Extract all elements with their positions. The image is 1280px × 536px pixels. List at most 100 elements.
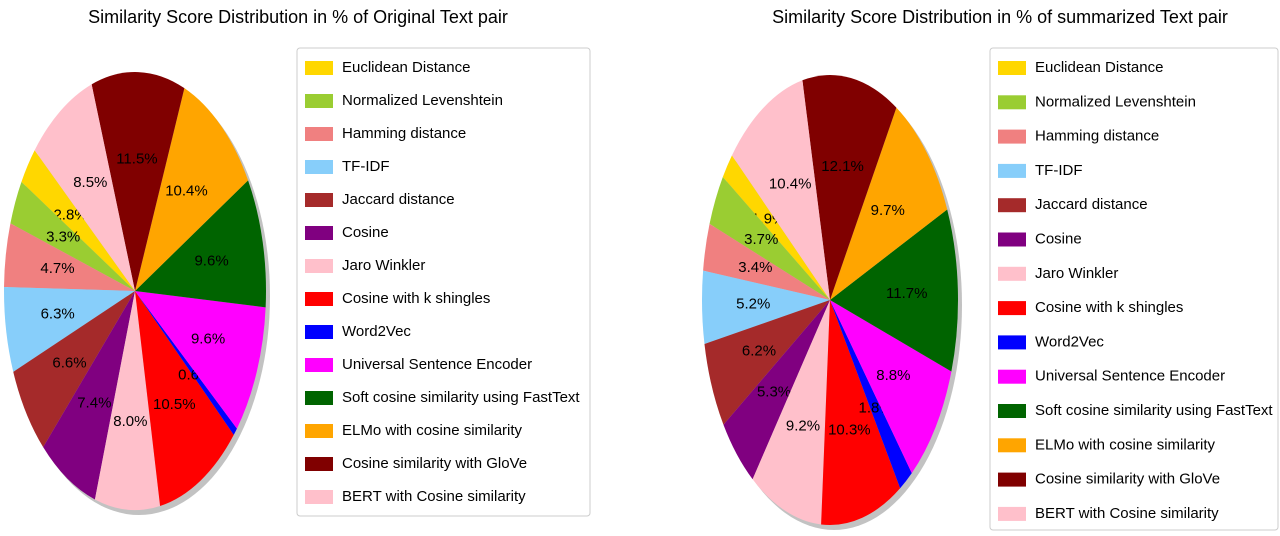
chart-title: Similarity Score Distribution in % of Or… (88, 7, 508, 27)
legend-swatch (305, 61, 333, 75)
slice-label: 8.5% (73, 174, 107, 191)
chart-title: Similarity Score Distribution in % of su… (772, 7, 1228, 27)
slice-label: 6.2% (742, 343, 776, 360)
pie-slice (723, 300, 830, 480)
legend-swatch (998, 163, 1026, 178)
pie-slice (709, 176, 830, 300)
legend-label: ELMo with cosine similarity (342, 422, 523, 439)
legend-label: TF-IDF (1035, 162, 1082, 179)
legend-swatch (998, 198, 1026, 213)
slice-label: 12.1% (821, 158, 864, 175)
pie-slice (4, 223, 135, 291)
pie-slice (830, 300, 952, 474)
legend-swatch (305, 424, 333, 438)
legend-label: Cosine similarity with GloVe (342, 455, 527, 472)
legend-swatch (305, 457, 333, 471)
legend-swatch (305, 292, 333, 306)
pie-slice (752, 300, 830, 525)
legend-label: Normalized Levenshtein (342, 92, 503, 109)
legend-label: Jaccard distance (342, 191, 455, 208)
legend-label: Word2Vec (1035, 333, 1104, 350)
pie-slice (830, 107, 948, 301)
slice-label: 3.7% (744, 231, 778, 248)
pie-slice (704, 300, 830, 425)
slice-label: 3.3% (46, 229, 80, 246)
legend-label: TF-IDF (342, 158, 389, 175)
legend-swatch (998, 506, 1026, 521)
slice-label: 5.3% (757, 383, 791, 400)
pie-slice (703, 223, 830, 300)
legend-swatch (305, 160, 333, 174)
legend-label: Cosine with k shingles (342, 290, 490, 307)
pie-slice (830, 300, 912, 489)
legend-swatch (998, 369, 1026, 384)
legend-label: Euclidean Distance (1035, 59, 1163, 76)
legend-box (989, 47, 1279, 531)
pie-slice (135, 291, 234, 506)
legend-swatch (305, 127, 333, 141)
legend-swatch (998, 301, 1026, 316)
pie-slice (830, 209, 958, 372)
slice-label: 10.5% (153, 396, 196, 413)
slice-label: 8.8% (876, 367, 910, 384)
legend-swatch (998, 438, 1026, 453)
slice-label: 9.7% (871, 202, 905, 219)
slice-label: 11.7% (886, 285, 927, 302)
slice-label: 9.6% (194, 252, 228, 269)
legend-label: BERT with Cosine similarity (1035, 505, 1219, 522)
pie-slice (821, 300, 901, 525)
slice-label: 9.2% (786, 417, 820, 434)
legend-label: Jaro Winkler (1035, 265, 1118, 282)
legend-swatch (305, 358, 333, 372)
slice-label: 9.6% (191, 330, 225, 347)
legend-swatch (305, 259, 333, 273)
pie-slice (731, 80, 830, 301)
pie-slice (802, 75, 897, 301)
legend-swatch (998, 472, 1026, 487)
legend-label: Word2Vec (342, 323, 411, 340)
slice-label: 7.4% (77, 394, 111, 411)
legend-swatch (305, 226, 333, 240)
legend-label: Universal Sentence Encoder (1035, 368, 1225, 385)
slice-label: 3.4% (738, 259, 772, 276)
slice-label: 11.5% (116, 151, 157, 168)
legend-label: Cosine with k shingles (1035, 299, 1183, 316)
legend-swatch (305, 490, 333, 504)
slice-label: 10.4% (165, 183, 208, 200)
legend-label: ELMo with cosine similarity (1035, 436, 1216, 453)
slice-label: 4.7% (40, 260, 74, 277)
legend-swatch (998, 61, 1026, 75)
pie-slice (722, 155, 830, 300)
slice-label: 6.6% (52, 355, 86, 372)
legend-label: Cosine (342, 224, 389, 241)
pie-slice (135, 180, 266, 308)
legend-swatch (998, 404, 1026, 418)
slice-label: 10.3% (828, 422, 871, 439)
legend-swatch (305, 94, 333, 108)
pie-slice (135, 291, 266, 429)
legend-label: Cosine similarity with GloVe (1035, 471, 1220, 488)
legend-label: Euclidean Distance (342, 59, 470, 76)
slice-label: 8.0% (113, 413, 147, 430)
legend-swatch (305, 193, 333, 207)
legend-swatch (998, 129, 1026, 144)
legend-swatch (305, 391, 333, 405)
legend-label: Normalized Levenshtein (1035, 93, 1196, 110)
legend-label: Universal Sentence Encoder (342, 356, 532, 373)
pie-slice (91, 71, 185, 291)
pie-slice (43, 291, 135, 500)
legend-label: Soft cosine similarity using FastText (1035, 402, 1273, 419)
pie-slice (4, 287, 135, 372)
pie-slice (34, 84, 135, 291)
pie-slice (94, 291, 161, 510)
slice-label: 10.4% (769, 176, 812, 193)
legend-label: Soft cosine similarity using FastText (342, 389, 580, 406)
slice-label: 6.3% (41, 306, 75, 323)
pie-slice (10, 181, 135, 291)
pie-slice (13, 291, 135, 448)
legend-label: BERT with Cosine similarity (342, 488, 526, 505)
legend-swatch (305, 325, 333, 339)
pie-slice (21, 150, 136, 291)
legend-label: Jaro Winkler (342, 257, 425, 274)
legend-swatch (998, 232, 1026, 247)
